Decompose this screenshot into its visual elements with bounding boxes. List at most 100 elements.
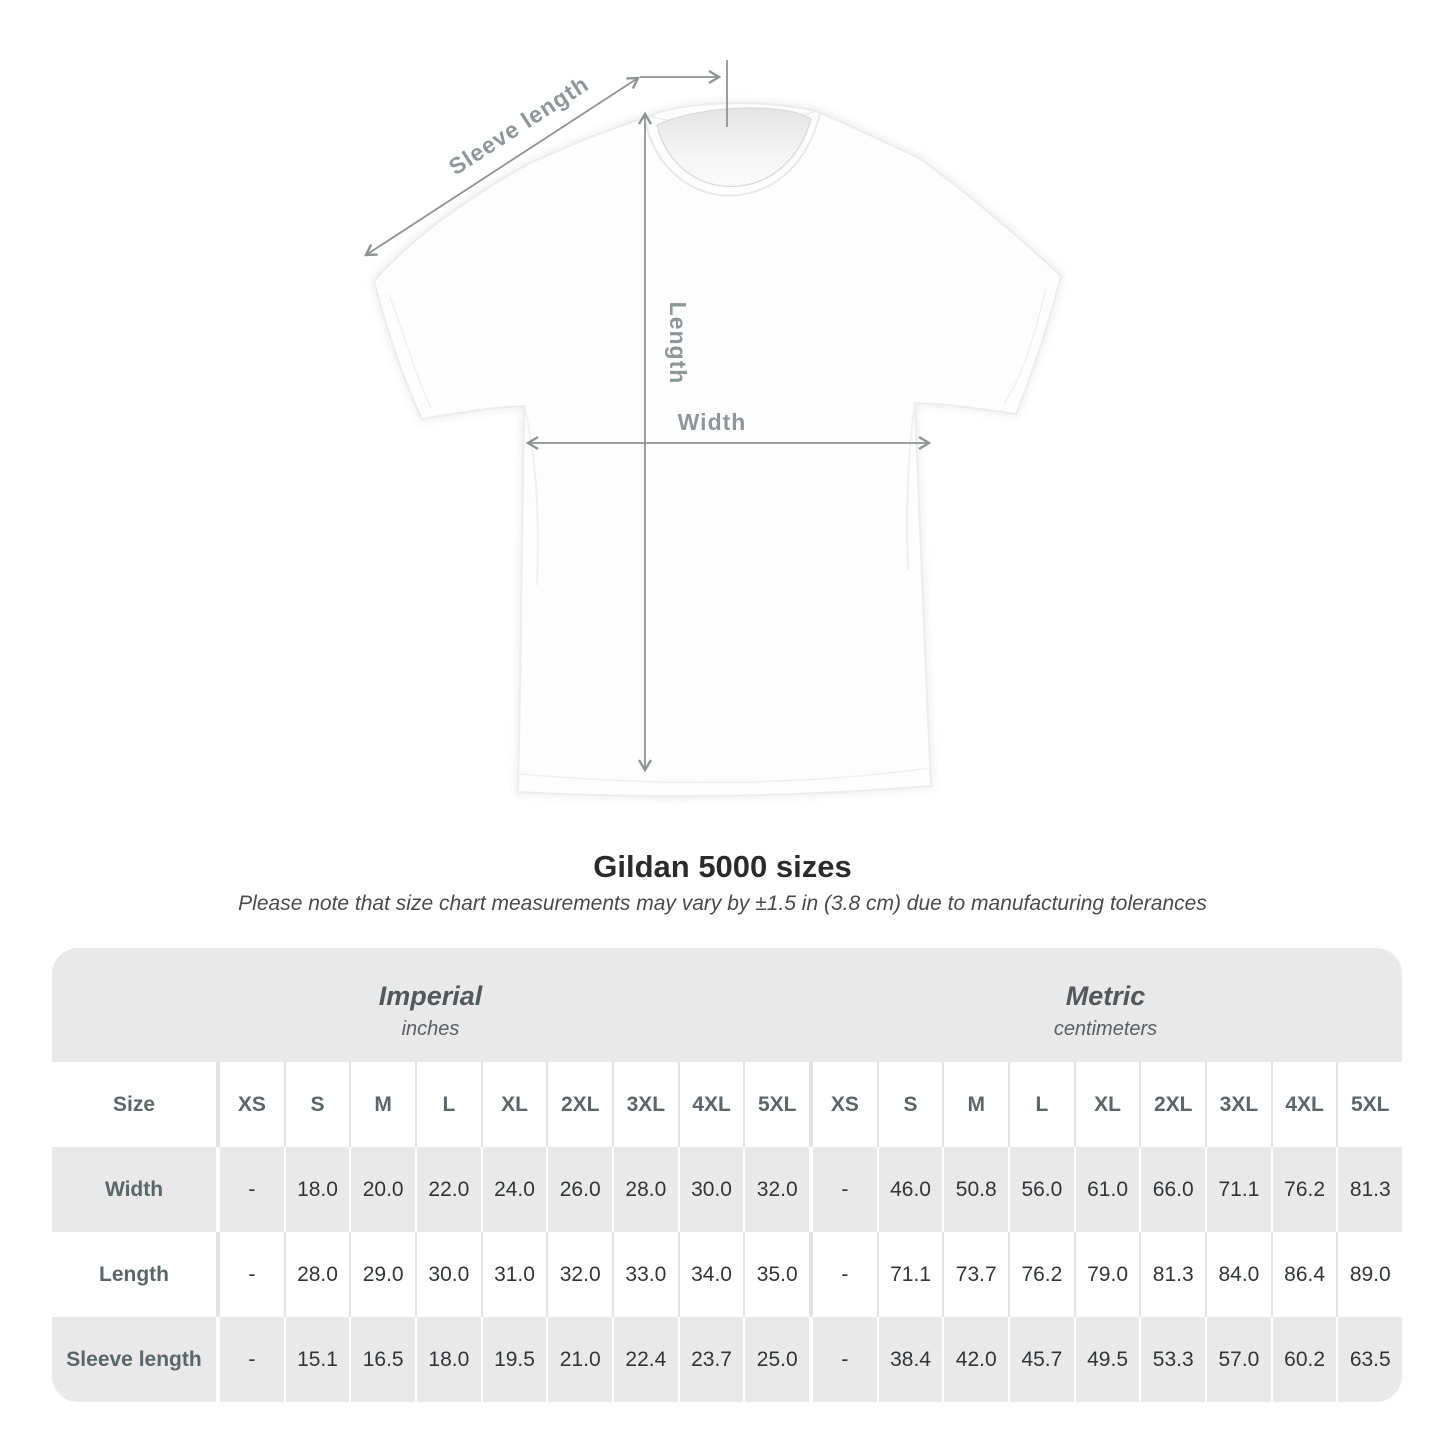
value-cell: 45.7 <box>1008 1317 1074 1402</box>
size-cell: XL <box>1073 1062 1140 1147</box>
right-underarm-crease <box>906 402 916 571</box>
size-cell: 3XL <box>612 1062 678 1147</box>
width-label: Width <box>678 409 747 435</box>
value-cell: 30.0 <box>677 1147 744 1232</box>
value-cell: 60.2 <box>1270 1317 1337 1402</box>
value-cell: - <box>809 1317 877 1402</box>
size-table: Imperial inches Metric centimeters Size … <box>52 948 1402 1402</box>
value-cell: 49.5 <box>1073 1317 1140 1402</box>
tshirt-illustration <box>371 100 1064 799</box>
value-cell: - <box>216 1317 284 1402</box>
value-cell: 33.0 <box>612 1232 678 1317</box>
value-cell: 18.0 <box>415 1317 481 1402</box>
value-cell: 23.7 <box>677 1317 744 1402</box>
value-cell: 86.4 <box>1270 1232 1337 1317</box>
value-cell: 71.1 <box>876 1232 943 1317</box>
value-cell: 28.0 <box>283 1232 350 1317</box>
size-cell: 3XL <box>1205 1062 1271 1147</box>
value-cell: 84.0 <box>1205 1232 1271 1317</box>
size-cell: XS <box>809 1062 877 1147</box>
value-cell: 30.0 <box>415 1232 481 1317</box>
row-label: Sleeve length <box>66 1347 202 1371</box>
size-cell: XL <box>480 1062 547 1147</box>
value-cell: 26.0 <box>546 1147 612 1232</box>
size-header-row: Size XS S M L XL 2XL 3XL 4XL 5XL XS S M … <box>52 1062 1402 1147</box>
value-cell: 25.0 <box>743 1317 809 1402</box>
value-cell: 66.0 <box>1139 1147 1205 1232</box>
value-cell: 24.0 <box>480 1147 547 1232</box>
sleeve-length-arrow <box>364 76 640 257</box>
page-title: Gildan 5000 sizes <box>593 849 852 884</box>
value-cell: 57.0 <box>1205 1317 1271 1402</box>
value-cell: 89.0 <box>1336 1232 1402 1317</box>
value-cell: 46.0 <box>876 1147 943 1232</box>
value-cell: 35.0 <box>743 1232 809 1317</box>
table-row-width: Width - 18.0 20.0 22.0 24.0 26.0 28.0 30… <box>52 1147 1402 1232</box>
right-cuff-seam <box>1003 288 1047 405</box>
table-row-length: Length - 28.0 29.0 30.0 31.0 32.0 33.0 3… <box>52 1232 1402 1317</box>
metric-title: Metric <box>1065 981 1146 1011</box>
imperial-unit: inches <box>401 1018 460 1040</box>
value-cell: 21.0 <box>546 1317 612 1402</box>
value-cell: 53.3 <box>1139 1317 1205 1402</box>
left-underarm-crease <box>523 405 539 586</box>
size-cell: 5XL <box>1336 1062 1402 1147</box>
unit-header-band: Imperial inches Metric centimeters <box>52 948 1402 1062</box>
value-cell: - <box>216 1147 284 1232</box>
value-cell: - <box>809 1232 877 1317</box>
value-cell: 15.1 <box>283 1317 350 1402</box>
size-cell: S <box>283 1062 350 1147</box>
size-cell: M <box>942 1062 1008 1147</box>
value-cell: 32.0 <box>743 1147 809 1232</box>
value-cell: 31.0 <box>480 1232 547 1317</box>
value-cell: 56.0 <box>1008 1147 1074 1232</box>
value-cell: 76.2 <box>1270 1147 1337 1232</box>
tshirt-body <box>372 102 1063 798</box>
size-cell: L <box>415 1062 481 1147</box>
length-label: Length <box>665 302 691 385</box>
hem-seam <box>519 767 930 784</box>
imperial-title: Imperial <box>378 981 483 1011</box>
value-cell: 42.0 <box>942 1317 1008 1402</box>
value-cell: 18.0 <box>283 1147 350 1232</box>
value-cell: 19.5 <box>480 1317 547 1402</box>
value-cell: 22.4 <box>612 1317 678 1402</box>
metric-unit: centimeters <box>1053 1018 1158 1040</box>
value-cell: 73.7 <box>942 1232 1008 1317</box>
row-label: Length <box>99 1262 169 1286</box>
value-cell: 38.4 <box>876 1317 943 1402</box>
value-cell: 61.0 <box>1073 1147 1140 1232</box>
value-cell: 16.5 <box>349 1317 415 1402</box>
size-cell: M <box>349 1062 415 1147</box>
size-cell: 2XL <box>1139 1062 1205 1147</box>
size-cell: L <box>1008 1062 1074 1147</box>
row-label: Width <box>104 1177 164 1201</box>
page-subtitle: Please note that size chart measurements… <box>238 892 1207 915</box>
size-cell: S <box>876 1062 943 1147</box>
value-cell: 81.3 <box>1139 1232 1205 1317</box>
value-cell: 29.0 <box>349 1232 415 1317</box>
size-cell: XS <box>216 1062 284 1147</box>
value-cell: 34.0 <box>677 1232 744 1317</box>
value-cell: 76.2 <box>1008 1232 1074 1317</box>
table-row-sleeve-length: Sleeve length - 15.1 16.5 18.0 19.5 21.0… <box>52 1317 1402 1402</box>
value-cell: 50.8 <box>942 1147 1008 1232</box>
value-cell: - <box>216 1232 284 1317</box>
collar-outer-seam <box>644 112 821 197</box>
value-cell: - <box>809 1147 877 1232</box>
size-cell: 2XL <box>546 1062 612 1147</box>
collar-opening <box>656 107 812 187</box>
value-cell: 28.0 <box>612 1147 678 1232</box>
size-cell: 4XL <box>677 1062 744 1147</box>
measurement-arrows <box>364 60 932 773</box>
left-cuff-seam <box>388 293 432 409</box>
size-column-header: Size <box>112 1092 156 1116</box>
value-cell: 22.0 <box>415 1147 481 1232</box>
tshirt-measurement-diagram: Sleeve length Length Width <box>364 60 1064 799</box>
value-cell: 79.0 <box>1073 1232 1140 1317</box>
imperial-section-header: Imperial inches <box>52 948 809 1062</box>
value-cell: 32.0 <box>546 1232 612 1317</box>
metric-section-header: Metric centimeters <box>809 948 1402 1062</box>
size-cell: 5XL <box>743 1062 809 1147</box>
